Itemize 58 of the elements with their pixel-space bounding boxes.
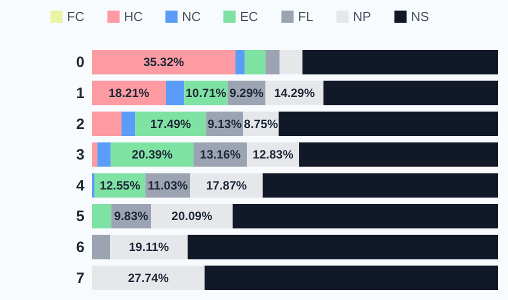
bar <box>278 112 498 136</box>
data-label: 12.83% <box>252 148 294 162</box>
data-label: 14.29% <box>274 86 316 100</box>
y-tick-label: 4 <box>76 177 86 194</box>
data-label: 9.13% <box>208 116 242 131</box>
data-label: 9.83% <box>114 209 148 224</box>
legend-label: FL <box>298 8 314 24</box>
y-tick-label: 7 <box>76 270 84 287</box>
legend-label: NS <box>411 8 430 24</box>
y-tick-label: 1 <box>76 84 84 102</box>
legend-label: HC <box>124 8 143 24</box>
bar <box>188 234 498 260</box>
bar <box>323 80 498 106</box>
legend-label: NC <box>182 8 201 24</box>
bar <box>92 112 122 136</box>
data-label: 17.87% <box>206 178 248 192</box>
data-label: 13.16% <box>200 148 241 162</box>
bar <box>97 142 111 167</box>
bar <box>151 204 233 228</box>
bar <box>92 50 236 74</box>
bar <box>166 80 184 106</box>
legend-label: NP <box>353 8 372 24</box>
y-tick-label: 0 <box>76 54 84 72</box>
data-label: 18.21% <box>108 86 150 100</box>
bar <box>232 204 498 228</box>
bar <box>262 173 498 198</box>
data-label: 35.32% <box>143 55 184 70</box>
data-label: 19.11% <box>128 240 170 254</box>
bar <box>204 266 498 290</box>
y-tick-label: 3 <box>76 146 84 164</box>
y-tick-label: 5 <box>76 208 84 226</box>
data-label: 17.49% <box>150 116 192 131</box>
legend-label: EC <box>240 8 258 24</box>
bar <box>235 50 245 74</box>
data-label: 10.71% <box>186 86 227 100</box>
bar <box>92 204 112 228</box>
bar <box>92 234 110 260</box>
data-label: 27.74% <box>128 270 169 285</box>
data-label: 20.39% <box>132 148 173 162</box>
bar <box>244 50 266 74</box>
legend-label: FC <box>67 8 84 24</box>
data-label: 8.75% <box>244 116 278 131</box>
bar <box>135 112 206 136</box>
bar <box>190 173 263 198</box>
data-label: 20.09% <box>172 209 213 224</box>
bar <box>302 50 498 74</box>
y-tick-label: 2 <box>76 116 84 133</box>
bar <box>92 266 205 290</box>
data-label: 9.29% <box>230 86 264 100</box>
bar <box>299 142 498 167</box>
y-tick-label: 6 <box>76 239 84 256</box>
data-label: 11.03% <box>148 178 188 192</box>
bar <box>110 142 194 167</box>
data-label: 12.55% <box>100 178 141 192</box>
bar <box>266 50 280 74</box>
bar <box>280 50 302 74</box>
bar <box>121 112 136 136</box>
bar <box>92 142 98 167</box>
